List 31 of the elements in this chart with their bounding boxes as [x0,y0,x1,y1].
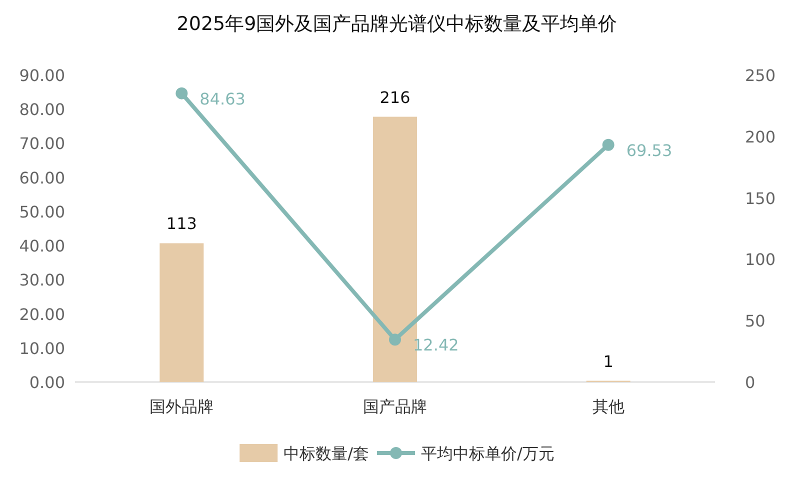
x-tick-label: 国外品牌 [150,397,214,416]
y2-tick-label: 200 [745,127,776,146]
y-tick-label: 40.00 [19,236,65,256]
y-tick-label: 10.00 [19,338,65,358]
data-label: 84.63 [200,89,246,108]
data-label: 69.53 [626,140,672,160]
y-tick-label: 90.00 [19,66,65,85]
y-tick-label: 30.00 [19,270,65,290]
x-tick-label: 国产品牌 [363,397,427,416]
point [389,334,401,346]
bar [160,243,204,382]
point [602,138,614,151]
data-label: 1 [603,352,614,371]
data-label: 113 [166,214,197,234]
data-label: 216 [380,88,410,107]
legend-label: 中标数量/套 [284,444,369,463]
y2-tick-label: 100 [745,250,776,270]
x-tick-label: 其他 [592,397,624,416]
chart-title: 2025年9国外及国产品牌光谱仪中标数量及平均单价 [176,13,618,35]
y-tick-label: 0.00 [29,373,65,392]
y2-tick-label: 50 [745,312,766,331]
point [176,87,188,100]
legend-label: 平均中标单价/万元 [421,444,554,463]
y-tick-label: 20.00 [19,304,65,324]
y2-tick-label: 0 [745,373,756,392]
y-tick-label: 50.00 [19,202,65,222]
y2-tick-label: 250 [745,66,776,85]
y-tick-label: 60.00 [19,168,65,188]
y2-tick-label: 150 [745,188,776,208]
y-tick-label: 80.00 [19,100,65,120]
y-tick-label: 70.00 [19,134,65,154]
